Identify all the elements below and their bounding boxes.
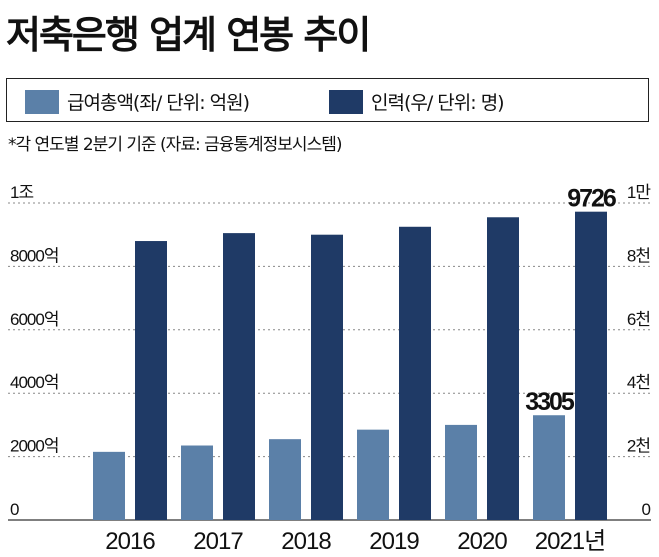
y-right-tick-label-3: 6천 [627,310,650,329]
y-left-tick-label-4: 8000억 [10,246,58,265]
y-left-tick-label-0: 0 [10,500,19,519]
bar-headcount-2020 [487,217,519,520]
legend-item-headcount: 인력(우/ 단위: 명) [329,88,505,115]
y-right-tick-label-4: 8천 [627,246,650,265]
x-category-label-4: 2020 [457,528,507,555]
y-right-tick-label-5: 1만 [627,183,651,202]
legend-swatch-salary [25,89,59,114]
y-left-tick-label-3: 6000억 [10,310,58,329]
bar-salary-2016 [93,451,125,520]
y-right-tick-label-2: 4천 [627,373,650,392]
bar-salary-2017 [181,445,213,520]
legend-label-headcount: 인력(우/ 단위: 명) [371,92,505,114]
legend: 급여총액(좌/ 단위: 억원) 인력(우/ 단위: 명) [6,78,649,122]
x-category-label-2: 2018 [281,528,331,555]
x-category-label-1: 2017 [193,528,243,555]
y-right-tick-label-0: 0 [642,500,651,519]
bar-salary-2021년 [533,415,565,520]
bar-salary-2018 [269,439,301,520]
legend-item-salary: 급여총액(좌/ 단위: 억원) [25,88,250,115]
legend-swatch-headcount [329,89,363,114]
bar-salary-2019 [357,429,389,520]
legend-label-salary: 급여총액(좌/ 단위: 억원) [67,92,250,114]
chart-note: *각 연도별 2분기 기준 (자료: 금융통계정보시스템) [8,135,342,155]
data-label-headcount: 9726 [567,185,616,213]
bar-salary-2020 [445,424,477,520]
bar-headcount-2016 [135,241,167,521]
bar-headcount-2021년 [575,211,607,521]
data-label-salary: 3305 [525,388,575,416]
bar-headcount-2017 [223,233,255,521]
bar-headcount-2018 [311,234,343,520]
x-category-label-0: 2016 [105,528,155,555]
y-left-tick-label-1: 2000억 [10,437,58,456]
y-right-tick-label-1: 2천 [627,437,650,456]
bar-headcount-2019 [399,226,431,520]
chart-title: 저축은행 업계 연봉 추이 [6,13,371,57]
x-category-label-5: 2021년 [535,528,605,555]
y-left-tick-label-5: 1조 [10,183,33,202]
x-category-label-3: 2019 [369,528,419,555]
y-left-tick-label-2: 4000억 [10,373,58,392]
